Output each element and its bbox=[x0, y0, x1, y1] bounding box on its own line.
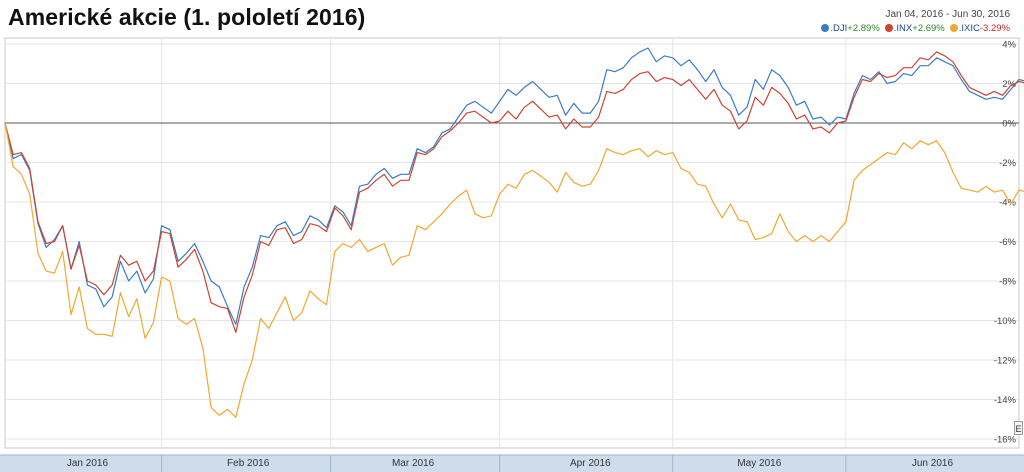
x-tick-label: May 2016 bbox=[737, 458, 781, 469]
legend-dot-icon bbox=[821, 24, 830, 32]
scroll-handle[interactable]: E bbox=[1014, 421, 1023, 435]
y-tick-label: -16% bbox=[994, 435, 1017, 446]
x-axis-band bbox=[0, 455, 1024, 472]
legend-series-name: .IXIC bbox=[958, 23, 980, 34]
y-tick-label: -12% bbox=[994, 356, 1017, 367]
legend-series-change: +2.69% bbox=[912, 23, 945, 34]
y-tick-label: 0% bbox=[1002, 119, 1016, 130]
legend-dot-icon bbox=[884, 24, 893, 32]
legend-series-name: .INX bbox=[893, 23, 913, 34]
x-tick-label: Jun 2016 bbox=[912, 458, 954, 469]
plot-frame bbox=[4, 37, 1020, 449]
series-line-inx bbox=[4, 51, 1024, 333]
x-tick-label: Apr 2016 bbox=[570, 458, 611, 469]
date-range-end: Jun 30, 2016 bbox=[952, 9, 1010, 20]
y-tick-label: 4% bbox=[1002, 40, 1016, 51]
date-range: Jan 04, 2016 - Jun 30, 2016 bbox=[885, 9, 1010, 20]
series-line-ixic bbox=[4, 122, 1024, 418]
legend-series-name: .DJI bbox=[830, 23, 848, 34]
legend-series-change: -3.29% bbox=[979, 23, 1010, 34]
y-tick-label: -8% bbox=[999, 277, 1016, 288]
x-tick-label: Feb 2016 bbox=[227, 458, 270, 469]
legend-item: .INX+2.69% bbox=[884, 23, 945, 34]
series-line-dji bbox=[4, 47, 1024, 325]
y-tick-label: -2% bbox=[999, 158, 1016, 169]
legend-dot-icon bbox=[949, 24, 958, 32]
y-tick-label: 2% bbox=[1002, 79, 1016, 90]
x-tick-label: Mar 2016 bbox=[392, 458, 435, 469]
legend: .DJI+2.89% .INX+2.69% .IXIC-3.29% bbox=[816, 23, 1010, 34]
date-range-separator: - bbox=[946, 9, 950, 20]
legend-item: .IXIC-3.29% bbox=[949, 23, 1010, 34]
date-range-start: Jan 04, 2016 bbox=[885, 9, 944, 20]
legend-series-change: +2.89% bbox=[847, 23, 880, 34]
y-tick-label: -4% bbox=[999, 198, 1016, 209]
y-tick-label: -6% bbox=[999, 237, 1016, 248]
page-title: Americké akcie (1. pololetí 2016) bbox=[8, 4, 366, 30]
y-tick-label: -10% bbox=[994, 316, 1017, 327]
y-tick-label: -14% bbox=[994, 395, 1017, 406]
x-tick-label: Jan 2016 bbox=[67, 458, 109, 469]
legend-item: .DJI+2.89% bbox=[821, 23, 880, 34]
